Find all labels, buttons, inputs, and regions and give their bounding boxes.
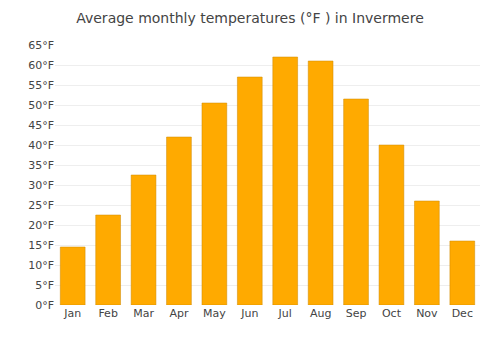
svg-text:50°F: 50°F — [28, 99, 54, 112]
svg-text:Sep: Sep — [346, 307, 367, 320]
svg-text:55°F: 55°F — [28, 79, 54, 92]
svg-text:Feb: Feb — [98, 307, 117, 320]
svg-text:Jul: Jul — [278, 307, 292, 320]
svg-text:40°F: 40°F — [28, 139, 54, 152]
svg-text:0°F: 0°F — [35, 299, 54, 312]
svg-text:Aug: Aug — [310, 307, 331, 320]
svg-text:Jun: Jun — [240, 307, 258, 320]
svg-text:Mar: Mar — [133, 307, 154, 320]
svg-text:15°F: 15°F — [28, 239, 54, 252]
svg-text:5°F: 5°F — [35, 279, 54, 292]
svg-text:Apr: Apr — [169, 307, 189, 320]
svg-text:Nov: Nov — [416, 307, 438, 320]
svg-text:65°F: 65°F — [28, 39, 54, 52]
svg-text:May: May — [203, 307, 226, 320]
svg-text:60°F: 60°F — [28, 59, 54, 72]
svg-text:20°F: 20°F — [28, 219, 54, 232]
svg-text:25°F: 25°F — [28, 199, 54, 212]
svg-text:45°F: 45°F — [28, 119, 54, 132]
svg-text:Average monthly temperatures (: Average monthly temperatures (°F ) in In… — [76, 10, 424, 26]
svg-text:10°F: 10°F — [28, 259, 54, 272]
svg-text:Jan: Jan — [63, 307, 81, 320]
svg-text:Oct: Oct — [382, 307, 402, 320]
svg-text:Dec: Dec — [452, 307, 473, 320]
svg-text:30°F: 30°F — [28, 179, 54, 192]
svg-text:35°F: 35°F — [28, 159, 54, 172]
